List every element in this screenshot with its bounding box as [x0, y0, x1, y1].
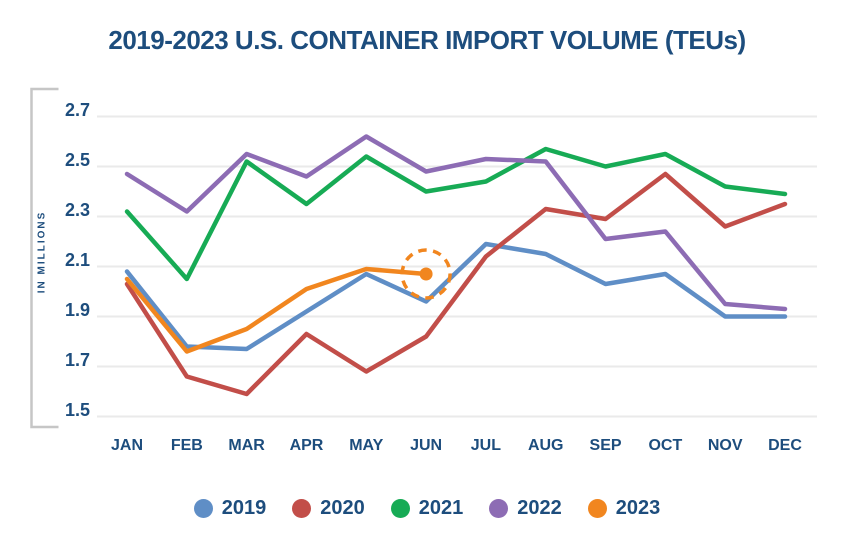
legend-dot-2021 [390, 499, 410, 518]
series-line-2023 [124, 266, 429, 354]
y-tick-label: 1.9 [64, 299, 90, 320]
legend-item-2020: 2020 [292, 497, 365, 520]
x-tick-label-SEP: SEP [589, 437, 622, 454]
legend-item-2019: 2019 [193, 497, 267, 520]
x-tick-label-JUL: JUL [470, 437, 502, 454]
x-tick-label-JUN: JUN [410, 437, 443, 454]
legend-label-2022: 2022 [517, 497, 562, 519]
legend-item-2022: 2022 [489, 497, 562, 520]
x-tick-label-NOV: NOV [707, 437, 743, 454]
x-tick-label-DEC: DEC [768, 437, 802, 454]
legend-label-2020: 2020 [320, 497, 365, 519]
legend-label-2021: 2021 [418, 497, 464, 519]
series-line-2022 [124, 134, 788, 312]
y-tick-label: 2.1 [64, 249, 90, 270]
y-tick-label: 2.5 [64, 149, 90, 170]
x-tick-label-JAN: JAN [110, 437, 143, 454]
x-tick-label-APR: APR [289, 437, 324, 454]
legend-dot-2023 [587, 499, 607, 518]
y-tick-label: 2.3 [64, 199, 90, 220]
series-line-2020 [124, 171, 788, 397]
series-line-2019 [124, 241, 788, 352]
legend-dot-2019 [193, 499, 213, 518]
legend-label-2019: 2019 [221, 497, 267, 519]
series-line-2021 [124, 146, 788, 282]
legend-dot-2022 [489, 499, 509, 518]
legend-label-2023: 2023 [615, 497, 661, 519]
x-tick-label-MAY: MAY [349, 437, 384, 454]
y-tick-label: 2.7 [64, 99, 90, 120]
latest-point-marker-2023 [419, 267, 433, 281]
x-tick-label-FEB: FEB [170, 437, 203, 454]
x-tick-label-AUG: AUG [527, 437, 564, 454]
y-axis-bracket [30, 87, 59, 429]
legend-item-2021: 2021 [390, 497, 464, 520]
x-tick-label-OCT: OCT [648, 437, 683, 454]
highlight-dashed-circle [400, 248, 452, 300]
legend-dot-2020 [292, 499, 312, 518]
chart-legend: 2019 2020 2021 2022 2023 [0, 497, 854, 520]
legend-item-2023: 2023 [587, 497, 661, 520]
y-tick-label: 1.5 [64, 399, 90, 420]
y-tick-label: 1.7 [64, 349, 90, 370]
x-tick-label-MAR: MAR [228, 437, 265, 454]
chart-title: 2019-2023 U.S. CONTAINER IMPORT VOLUME (… [108, 25, 746, 55]
